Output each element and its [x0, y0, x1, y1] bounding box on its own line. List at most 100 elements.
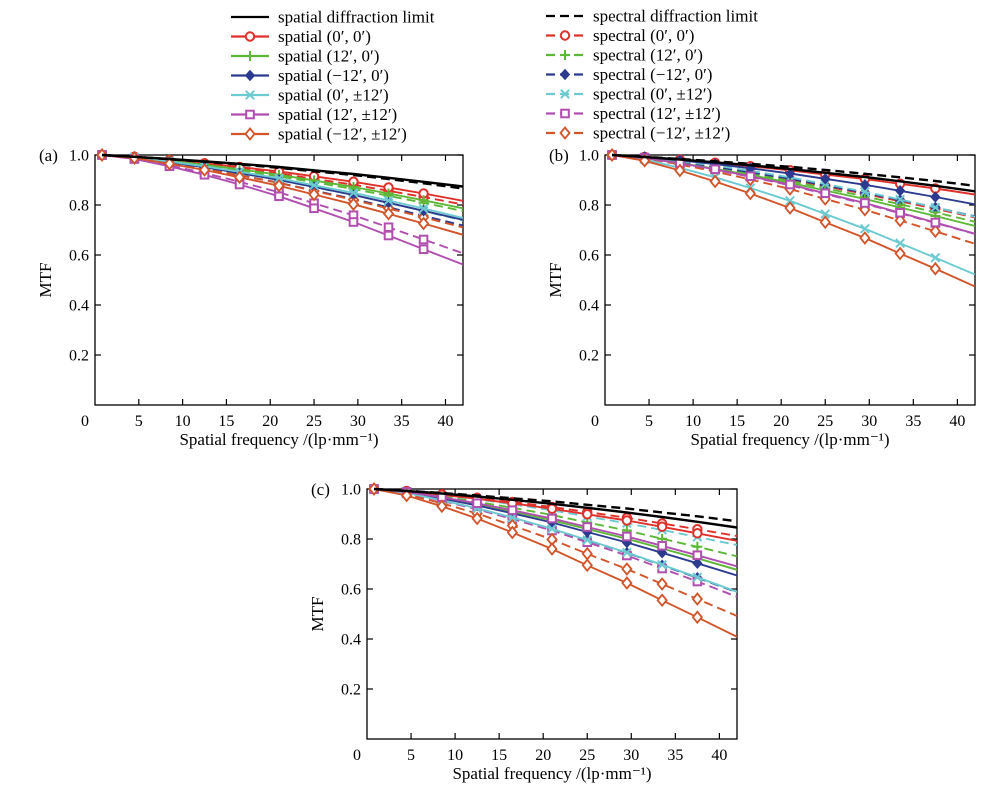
legend-spatial-label-s4: spatial (12′, ±12′): [278, 105, 397, 124]
panel-a-point-spatial-s3: [348, 187, 359, 198]
panel-c-point-spatial-s4: [472, 498, 482, 509]
legend-spatial-marker-s1: [245, 51, 255, 61]
panel-a-point-spatial-s5: [417, 216, 430, 231]
panel-c-ytick-label: 0.8: [341, 532, 361, 549]
panel-b-plot-area: [606, 148, 975, 288]
panel-a-xtick-label: 5: [135, 413, 143, 430]
legend-spectral-marker-s1: [560, 50, 570, 60]
panel-b-xtick-label: 25: [817, 413, 833, 430]
panel-a-xtick-label: 25: [306, 413, 322, 430]
panel-b-point-spatial-s4: [710, 164, 720, 175]
panel-b-ytick-label: 0.6: [579, 248, 599, 265]
legend-spectral-marker-s3: [560, 89, 570, 99]
panel-c-point-spatial-s5: [581, 558, 593, 573]
panel-a-xtick-label: 0: [81, 413, 89, 430]
legend-spatial-label-s0: spatial (0′, 0′): [278, 27, 371, 46]
panel-c-series-line-spatial_limit: [373, 487, 737, 529]
panel-c-point-spatial-s4: [547, 513, 557, 524]
panel-c-point-spectral-s5: [691, 592, 704, 606]
panel-b-point-spatial-s5: [784, 201, 796, 215]
panel-a-point-spatial-s4: [418, 244, 429, 255]
panel-b-point-spatial-s5: [674, 163, 686, 178]
panel-c-xtick-label: 35: [667, 747, 683, 764]
panel-c-point-spatial-s3: [657, 559, 668, 570]
panel-c-point-spatial-s4: [582, 522, 593, 532]
panel-c-xtick-label: 30: [623, 747, 639, 764]
panel-b-point-spatial-s5: [709, 174, 721, 189]
panel-a-point-spatial-s4: [274, 191, 284, 202]
legend-spectral-label-s5: spectral (−12′, ±12′): [593, 124, 730, 143]
panel-a-ytick-label: 1.0: [69, 148, 89, 165]
panel-b-xlabel: Spatial frequency /(lp·mm⁻¹): [690, 430, 889, 449]
legend-spectral-entry-spectral_limit: spectral diffraction limit: [546, 7, 758, 26]
legend-spatial-label-s2: spatial (−12′, 0′): [278, 66, 389, 85]
panel-a-xtick-label: 35: [394, 413, 410, 430]
panel-b-point-spatial-s5: [894, 246, 906, 261]
panel-b-frame: [604, 154, 976, 406]
panel-c-tag: (c): [311, 480, 330, 499]
panel-a-tag: (a): [39, 146, 58, 165]
panel-c-point-spatial-s5: [506, 525, 519, 540]
legend-spatial-entry-s4: spatial (12′, ±12′): [231, 105, 397, 124]
panel-b-point-spatial-s5: [819, 215, 831, 230]
panel-b-point-spatial-s2: [820, 173, 831, 185]
panel-a-ytick-label: 0.4: [69, 298, 89, 315]
legend-spectral-label-s4: spectral (12′, ±12′): [593, 104, 721, 123]
panel-c-ylabel: MTF: [308, 597, 327, 632]
panel-b-point-spatial-s3: [859, 223, 870, 234]
legend-spatial-label-s5: spatial (−12′, ±12′): [278, 125, 407, 144]
panel-c-point-spatial-s5: [400, 488, 413, 503]
panel-a-point-spatial-s1: [418, 195, 429, 206]
panel-c-point-spectral-s1: [692, 541, 703, 552]
panel-b-point-spatial-s5: [929, 261, 942, 276]
panel-c-ytick-label: 0.2: [341, 682, 361, 699]
legend-spectral-entry-s5: spectral (−12′, ±12′): [546, 124, 730, 143]
panel-a-xtick-label: 40: [437, 413, 453, 430]
panel-c-point-spatial-s0: [692, 528, 703, 539]
panel-a-point-spatial-s3: [309, 180, 319, 191]
panel-c-point-spectral-s5: [621, 562, 633, 576]
panel-a-xtick-label: 10: [175, 413, 191, 430]
legend-spectral-entry-s2: spectral (−12′, 0′): [546, 65, 712, 84]
legend-spectral-marker-s2: [559, 68, 571, 81]
panel-b-xtick-label: 10: [685, 413, 701, 430]
panel-c-point-spectral-s5: [656, 577, 668, 591]
panel-b-tag: (b): [549, 146, 569, 165]
panel-c-point-spatial-s0: [582, 509, 593, 520]
panel-a-series-line-spatial_limit: [101, 153, 463, 188]
panel-a-series-line-spectral-s0: [101, 154, 463, 206]
panel-a-ytick-label: 0.2: [69, 348, 89, 365]
panel-a-point-spatial-s1: [383, 188, 394, 199]
panel-b-ylabel: MTF: [546, 263, 565, 298]
panel-a: (a) 0 5 10 15 20 25 30 35 40 0.2 0.4 0.6 0.8 1.0 Spatia…: [36, 146, 464, 449]
legend-spectral-marker-s5: [559, 126, 571, 140]
panel-c-xtick-label: 25: [579, 747, 595, 764]
legend-spectral-marker-s0: [559, 30, 571, 41]
panel-a-point-spatial-s4: [348, 217, 359, 227]
panel-b-point-spatial-s2: [930, 191, 941, 203]
legend-spectral-label-s1: spectral (12′, 0′): [593, 46, 703, 65]
legend-spatial-marker-s0: [244, 31, 256, 42]
panel-c-point-spatial-s0: [621, 515, 633, 526]
legend-spatial-label-s3: spatial (0′, ±12′): [278, 86, 389, 105]
panel-b-point-spatial-s3: [820, 209, 831, 219]
legend-spatial-entry-s1: spatial (12′, 0′): [231, 47, 379, 66]
panel-c-point-spatial-s3: [692, 572, 703, 583]
panel-b-point-spectral-s3: [895, 194, 906, 205]
panel-c-plot-area: [368, 482, 737, 638]
panel-b-point-spatial-s2: [784, 167, 796, 180]
legend-spectral-label-spectral_limit: spectral diffraction limit: [593, 7, 758, 26]
panel-a-point-spatial-s3: [418, 203, 429, 214]
legend-spatial-label-s1: spatial (12′, 0′): [278, 47, 379, 66]
panel-a-xtick-label: 15: [218, 413, 234, 430]
legend-spatial-marker-s5: [244, 127, 256, 141]
panel-a-point-spatial-s5: [273, 178, 285, 193]
panel-b-ytick-label: 0.2: [579, 348, 599, 365]
panel-c-point-spectral-s5: [581, 546, 593, 561]
panel-b-ytick-label: 0.4: [579, 298, 599, 315]
panel-c-point-spatial-s3: [547, 523, 557, 534]
panel-a-point-spectral-s4: [383, 222, 394, 233]
panel-a-point-spatial-s4: [383, 230, 394, 241]
